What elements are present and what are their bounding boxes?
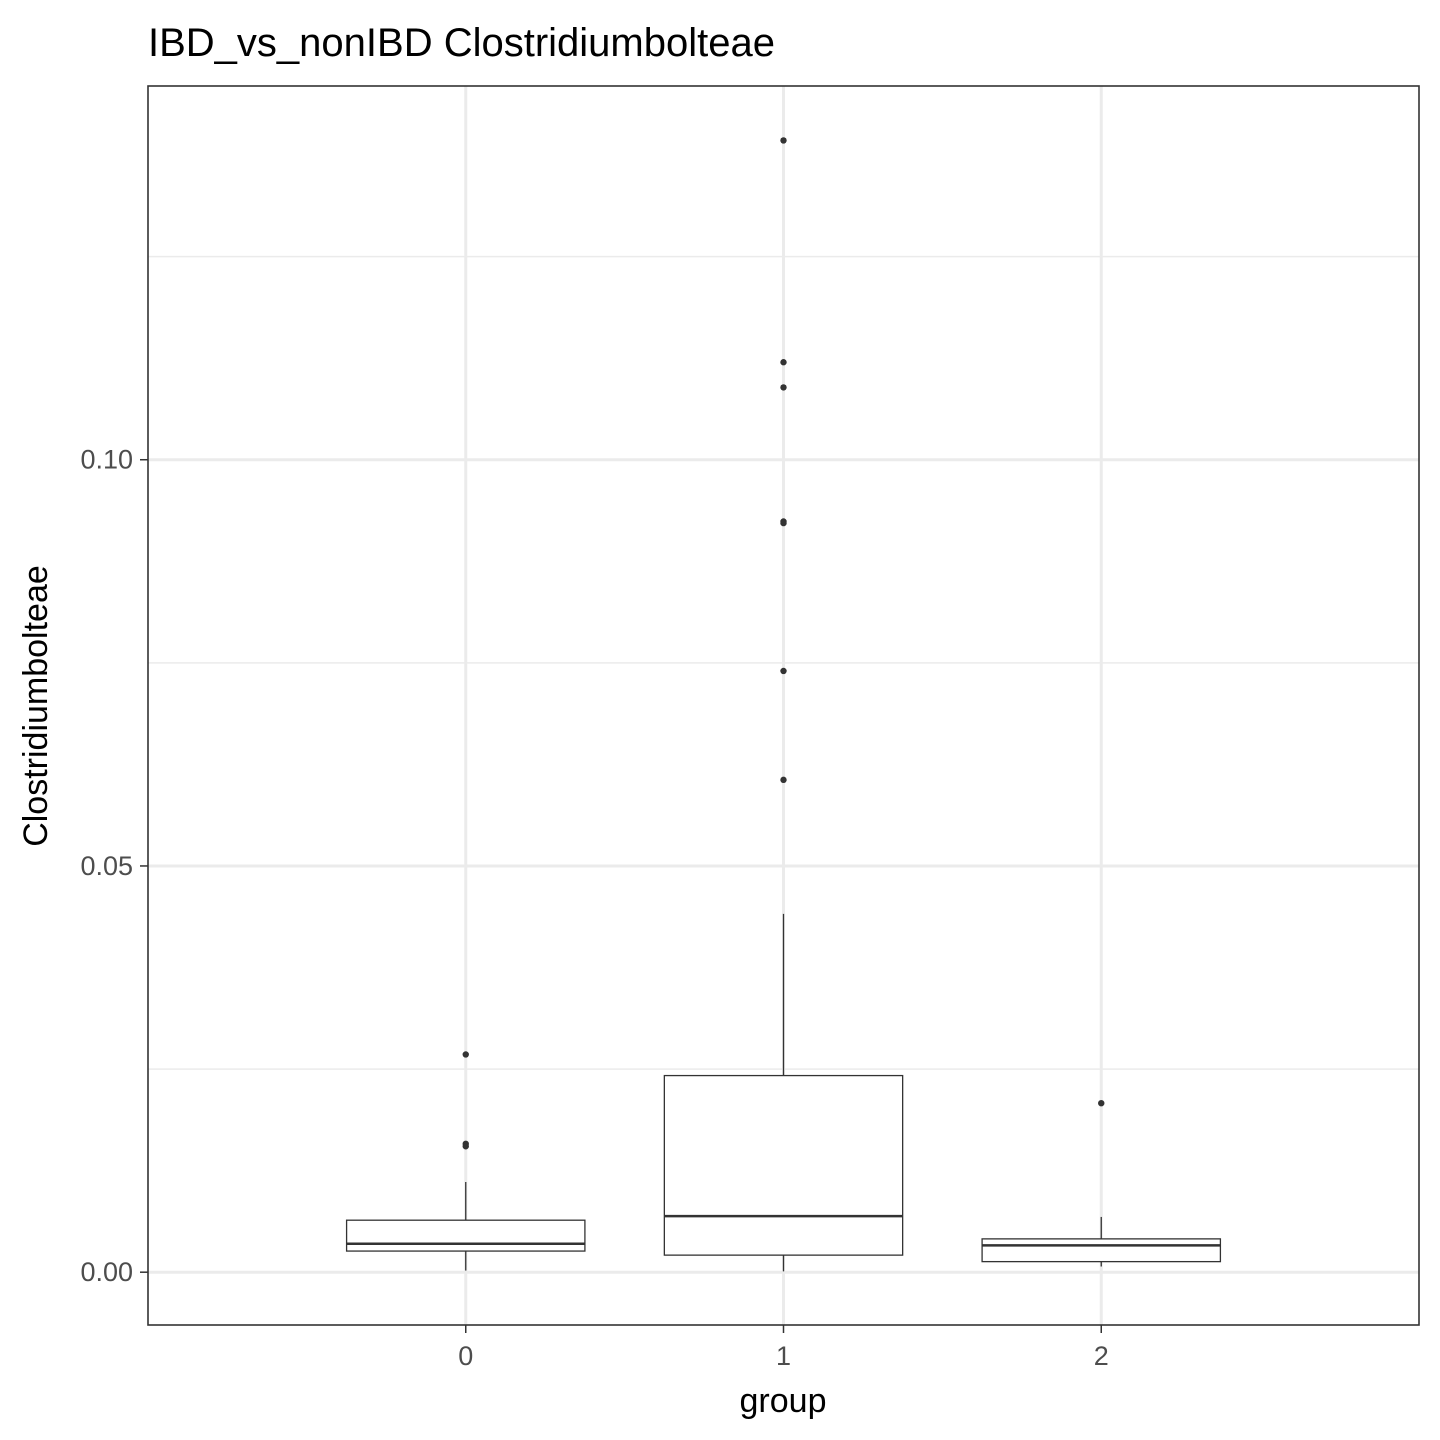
- outlier-point: [462, 1143, 469, 1150]
- box-group-0: [345, 1051, 586, 1271]
- y-tick-label: 0.05: [80, 851, 133, 881]
- outlier-point: [1098, 1099, 1105, 1107]
- chart-title: IBD_vs_nonIBD Clostridiumbolteae: [148, 21, 775, 65]
- box-series: [345, 137, 1222, 1272]
- y-tick-label: 0.10: [80, 445, 133, 475]
- y-tick-label: 0.00: [80, 1257, 133, 1287]
- outlier-point: [462, 1051, 469, 1058]
- outlier-point: [780, 359, 787, 366]
- outlier-point: [780, 137, 787, 144]
- outlier-point: [780, 519, 787, 527]
- axes: 0.00 0.05 0.10 0 1 2: [80, 445, 1108, 1371]
- y-axis-title: Clostridiumbolteae: [17, 565, 55, 847]
- iqr-box: [663, 1074, 904, 1256]
- grid-lines: [148, 86, 1419, 1325]
- x-tick-label: 2: [1094, 1341, 1109, 1371]
- x-tick-label: 1: [776, 1341, 791, 1371]
- iqr-box: [345, 1219, 586, 1252]
- outlier-point: [780, 384, 787, 391]
- outlier-point: [780, 776, 787, 784]
- box-group-2: [981, 1099, 1222, 1267]
- box-group-1: [663, 137, 904, 1272]
- outlier-point: [780, 667, 787, 675]
- x-tick-label: 0: [458, 1341, 473, 1371]
- iqr-box: [981, 1238, 1222, 1263]
- x-axis-title: group: [740, 1382, 827, 1420]
